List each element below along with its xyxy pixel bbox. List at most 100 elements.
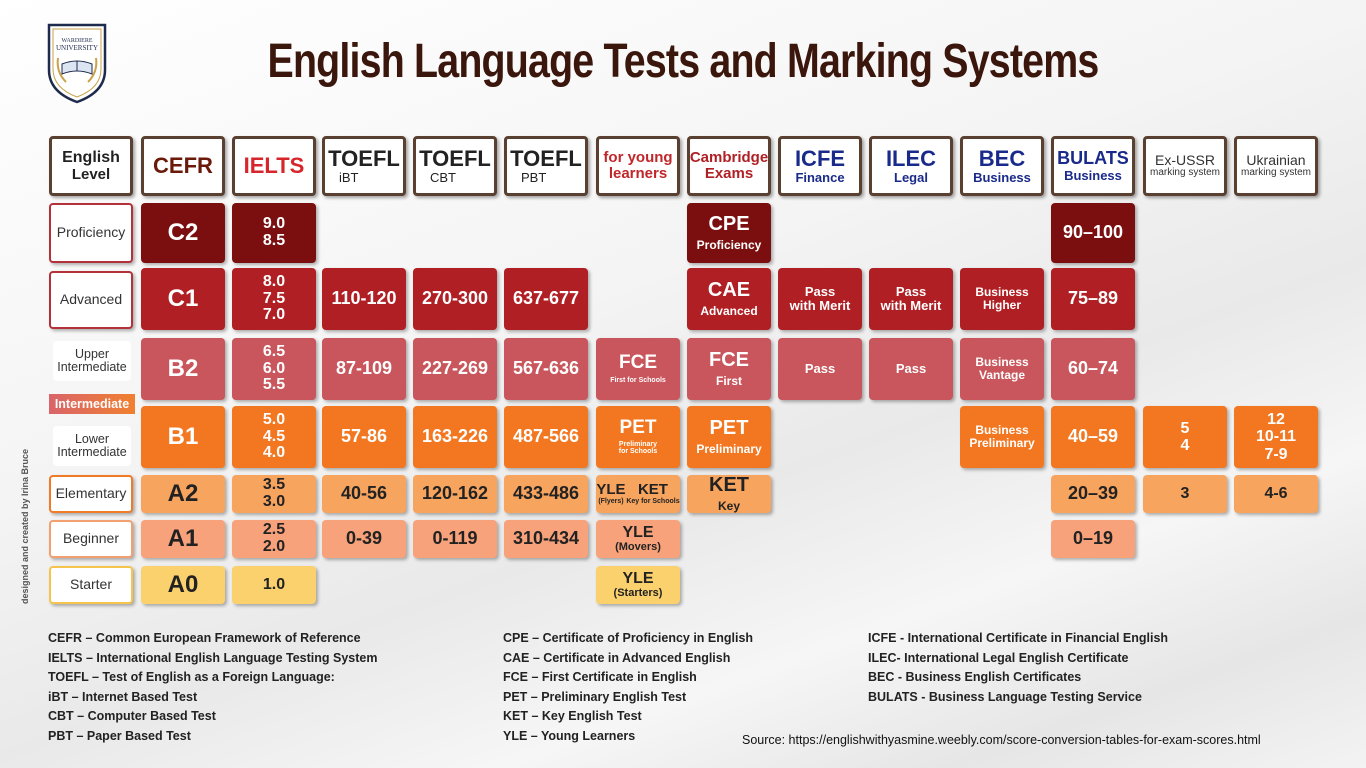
legend-item: BULATS - Business Language Testing Servi… xyxy=(868,689,1142,704)
bulats-a2-text: 20–39 xyxy=(1067,483,1119,504)
bec-c1-text: Business xyxy=(975,285,1029,300)
young-fce: FCE First for Schools xyxy=(596,338,680,400)
legend-col1: CEFR – Common European Framework of Refe… xyxy=(48,629,377,746)
header-sub: PBT xyxy=(521,169,547,185)
ilec-c1: Pass with Merit xyxy=(869,268,953,330)
ielts-c2: 9.0 8.5 xyxy=(232,203,316,263)
ukraine-a2-text: 4-6 xyxy=(1264,485,1288,503)
cefr-a1: A1 xyxy=(141,520,225,558)
bec-b1-text: Business xyxy=(975,423,1029,438)
young-ket-label: KET xyxy=(637,481,668,499)
legend-item: iBT – Internet Based Test xyxy=(48,689,198,704)
header-1: CEFR xyxy=(141,136,225,196)
toefl-pbt-b1-text: 487-566 xyxy=(512,426,580,447)
legend-item: CPE – Certificate of Proficiency in Engl… xyxy=(503,631,754,645)
toefl-ibt-c1: 110-120 xyxy=(322,268,406,330)
toefl-cbt-a1: 0-119 xyxy=(413,520,497,558)
cambridge-a2-text: Key xyxy=(717,498,740,513)
header-main: English xyxy=(62,149,120,167)
header-sub: Business xyxy=(973,169,1031,185)
young-pet-text: PET xyxy=(619,417,657,439)
header-sub: Exams xyxy=(704,165,754,182)
ielts-b2-text: 6.0 xyxy=(262,359,286,377)
bulats-b1: 40–59 xyxy=(1051,406,1135,468)
header-sub: learners xyxy=(608,165,668,182)
toefl-cbt-b2: 227-269 xyxy=(413,338,497,400)
legend-item: PBT – Paper Based Test xyxy=(48,728,191,743)
toefl-cbt-b1: 163-226 xyxy=(413,406,497,468)
header-main: TOEFL xyxy=(419,146,491,172)
toefl-ibt-b2-text: 87-109 xyxy=(335,358,393,379)
cambridge-c1: CAE Advanced xyxy=(687,268,771,330)
legend-item: ICFE - International Certificate in Fina… xyxy=(868,631,1169,645)
ielts-a1-text: 2.5 xyxy=(262,521,286,539)
cambridge-b1-text: Preliminary xyxy=(696,441,762,456)
bulats-c1-text: 75–89 xyxy=(1067,288,1119,309)
level-starter-text: Starter xyxy=(69,576,112,593)
header-11: BULATS Business xyxy=(1051,136,1135,196)
header-main: ICFE xyxy=(794,146,846,172)
level-upper-intermediate-text: Intermediate xyxy=(57,360,127,374)
level-beginner-text: Beginner xyxy=(62,530,120,547)
cambridge-b2: FCE First xyxy=(687,338,771,400)
legend-item: IELTS – International English Language T… xyxy=(48,650,378,665)
young-yle-label: YLE xyxy=(596,481,626,499)
cefr-c2-text: C2 xyxy=(167,219,199,247)
ielts-a2: 3.5 3.0 xyxy=(232,475,316,513)
bec-b1: Business Preliminary xyxy=(960,406,1044,468)
logo-text-line1: WARDIERE xyxy=(62,38,93,44)
legend-item: CAE – Certificate in Advanced English xyxy=(503,650,731,665)
header-main: ILEC xyxy=(885,146,937,172)
bulats-b1-text: 40–59 xyxy=(1067,426,1119,447)
ukraine-b1-text: 7-9 xyxy=(1264,445,1288,463)
level-elementary-text: Elementary xyxy=(55,485,127,502)
cambridge-a2-text: KET xyxy=(709,475,749,497)
young-yle: YLE (Flyers) xyxy=(596,481,626,506)
credit-text: designed and created by Irina Bruce xyxy=(20,448,30,604)
cefr-c1-text: C1 xyxy=(167,285,199,313)
toefl-cbt-c1-text: 270-300 xyxy=(421,288,489,309)
bec-c1: Business Higher xyxy=(960,268,1044,330)
header-10: BEC Business xyxy=(960,136,1044,196)
cambridge-b1: PET Preliminary xyxy=(687,406,771,468)
bec-c1-text: Higher xyxy=(982,298,1021,312)
ielts-c2-text: 8.5 xyxy=(262,232,286,249)
header-sub: Legal xyxy=(894,169,928,185)
cambridge-c1-text: Advanced xyxy=(700,303,758,318)
legend-item: FCE – First Certificate in English xyxy=(503,670,697,684)
legend-item: CEFR – Common European Framework of Refe… xyxy=(48,631,361,645)
toefl-cbt-b1-text: 163-226 xyxy=(421,426,489,447)
header-main: CEFR xyxy=(153,153,213,179)
young-yle-starters: YLE (Starters) xyxy=(596,566,680,604)
bec-b2-text: Vantage xyxy=(978,368,1026,382)
bulats-c2-text: 90–100 xyxy=(1062,222,1124,243)
header-13: Ukrainian marking system xyxy=(1234,136,1318,196)
header-sub: marking system xyxy=(1240,167,1311,179)
icfe-c1-text: Pass xyxy=(804,283,836,299)
young-fce-text: FCE xyxy=(619,352,657,374)
cambridge-a2: KET Key xyxy=(687,475,771,513)
cefr-b2-text: B2 xyxy=(167,355,199,383)
young-yle-movers-text: (Movers) xyxy=(615,540,661,553)
bulats-c2: 90–100 xyxy=(1051,203,1135,263)
header-12: Ex-USSR marking system xyxy=(1143,136,1227,196)
header-3: TOEFL iBT xyxy=(322,136,406,196)
toefl-ibt-b1-text: 57-86 xyxy=(340,426,388,447)
young-ket-sub: Key for Schools xyxy=(626,498,680,506)
legend-item: KET – Key English Test xyxy=(503,709,642,723)
header-sub: Finance xyxy=(795,169,845,185)
level-upper-intermediate-text: Upper xyxy=(74,346,110,361)
header-4: TOEFL CBT xyxy=(413,136,497,196)
ielts-c1-text: 8.0 xyxy=(262,272,286,290)
level-upper-intermediate: Upper Intermediate xyxy=(53,341,131,381)
toefl-cbt-a2-text: 120-162 xyxy=(421,483,489,504)
bulats-c1: 75–89 xyxy=(1051,268,1135,330)
young-yle-starters-text: YLE xyxy=(622,570,654,588)
header-sub: marking system xyxy=(1149,167,1220,179)
ielts-a1: 2.5 2.0 xyxy=(232,520,316,558)
legend-col3: ICFE - International Certificate in Fina… xyxy=(868,629,1168,707)
ielts-b1-text: 5.0 xyxy=(262,410,286,428)
header-0: English Level xyxy=(49,136,133,196)
cefr-c1: C1 xyxy=(141,268,225,330)
